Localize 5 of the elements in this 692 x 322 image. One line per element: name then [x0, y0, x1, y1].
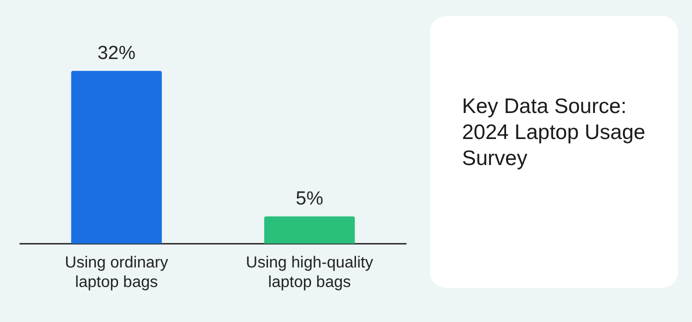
x-tick-label: Using high-quality laptop bags — [246, 254, 374, 291]
card-panel: Key Data Source: 2024 Laptop Usage Survey — [430, 16, 678, 288]
x-tick-label: Using ordinary laptop bags — [64, 254, 168, 291]
data-label: 5% — [296, 188, 324, 210]
data-label: 32% — [97, 42, 136, 64]
